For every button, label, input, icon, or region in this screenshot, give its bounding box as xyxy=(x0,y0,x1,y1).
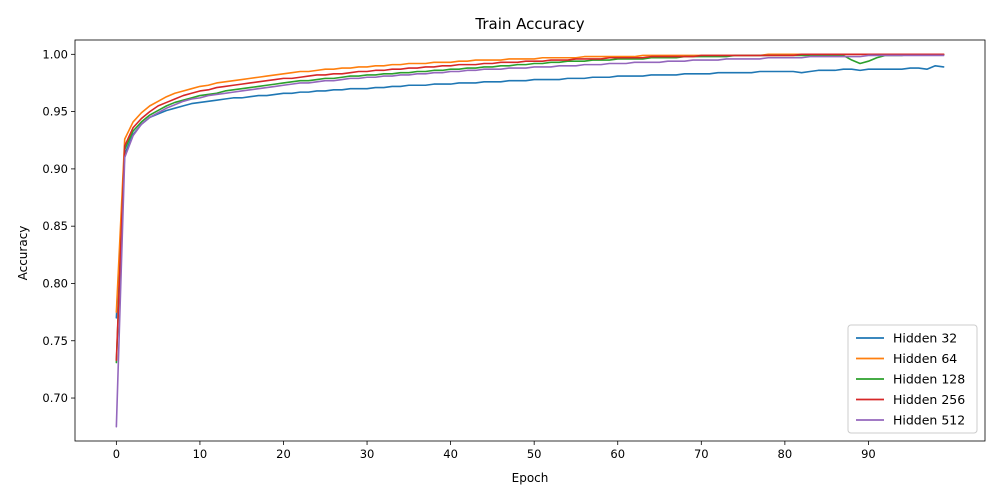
x-tick-label: 0 xyxy=(113,447,120,461)
x-tick-label: 20 xyxy=(276,447,291,461)
x-tick-label: 30 xyxy=(360,447,375,461)
x-tick-label: 90 xyxy=(861,447,876,461)
y-tick-label: 0.85 xyxy=(42,219,68,233)
series-line-4 xyxy=(115,53,945,362)
x-tick-label: 70 xyxy=(694,447,709,461)
y-axis: 0.70 0.75 0.80 0.85 0.90 0.95 1.00 xyxy=(42,47,75,405)
legend-entry: Hidden 256 xyxy=(893,392,965,407)
series-line-5 xyxy=(115,54,945,428)
y-tick-label: 0.75 xyxy=(42,334,68,348)
y-tick-label: 0.90 xyxy=(42,162,68,176)
series-line-1 xyxy=(115,64,945,319)
y-tick-label: 0.95 xyxy=(42,105,68,119)
x-tick-label: 50 xyxy=(527,447,542,461)
y-tick-label: 0.70 xyxy=(42,391,68,405)
x-tick-label: 40 xyxy=(443,447,458,461)
y-tick-label: 0.80 xyxy=(42,276,68,290)
x-tick-label: 60 xyxy=(610,447,625,461)
series-line-3 xyxy=(115,53,945,364)
chart-title: Train Accuracy xyxy=(474,15,584,33)
y-tick-label: 1.00 xyxy=(42,47,68,61)
y-axis-label: Accuracy xyxy=(16,226,30,281)
x-tick-label: 80 xyxy=(778,447,793,461)
legend: Hidden 32 Hidden 64 Hidden 128 Hidden 256 Hi… xyxy=(847,324,978,434)
x-axis: 0 10 20 30 40 50 60 70 80 90 xyxy=(113,441,876,461)
plot-area xyxy=(74,39,986,442)
legend-box xyxy=(847,324,978,434)
legend-entry: Hidden 512 xyxy=(893,413,965,428)
legend-entry: Hidden 64 xyxy=(893,351,957,366)
series-line-2 xyxy=(115,53,945,313)
legend-entry: Hidden 128 xyxy=(893,372,965,387)
legend-entry: Hidden 32 xyxy=(893,331,957,346)
x-axis-label: Epoch xyxy=(512,471,549,485)
x-tick-label: 10 xyxy=(193,447,208,461)
plot-frame xyxy=(74,39,986,442)
